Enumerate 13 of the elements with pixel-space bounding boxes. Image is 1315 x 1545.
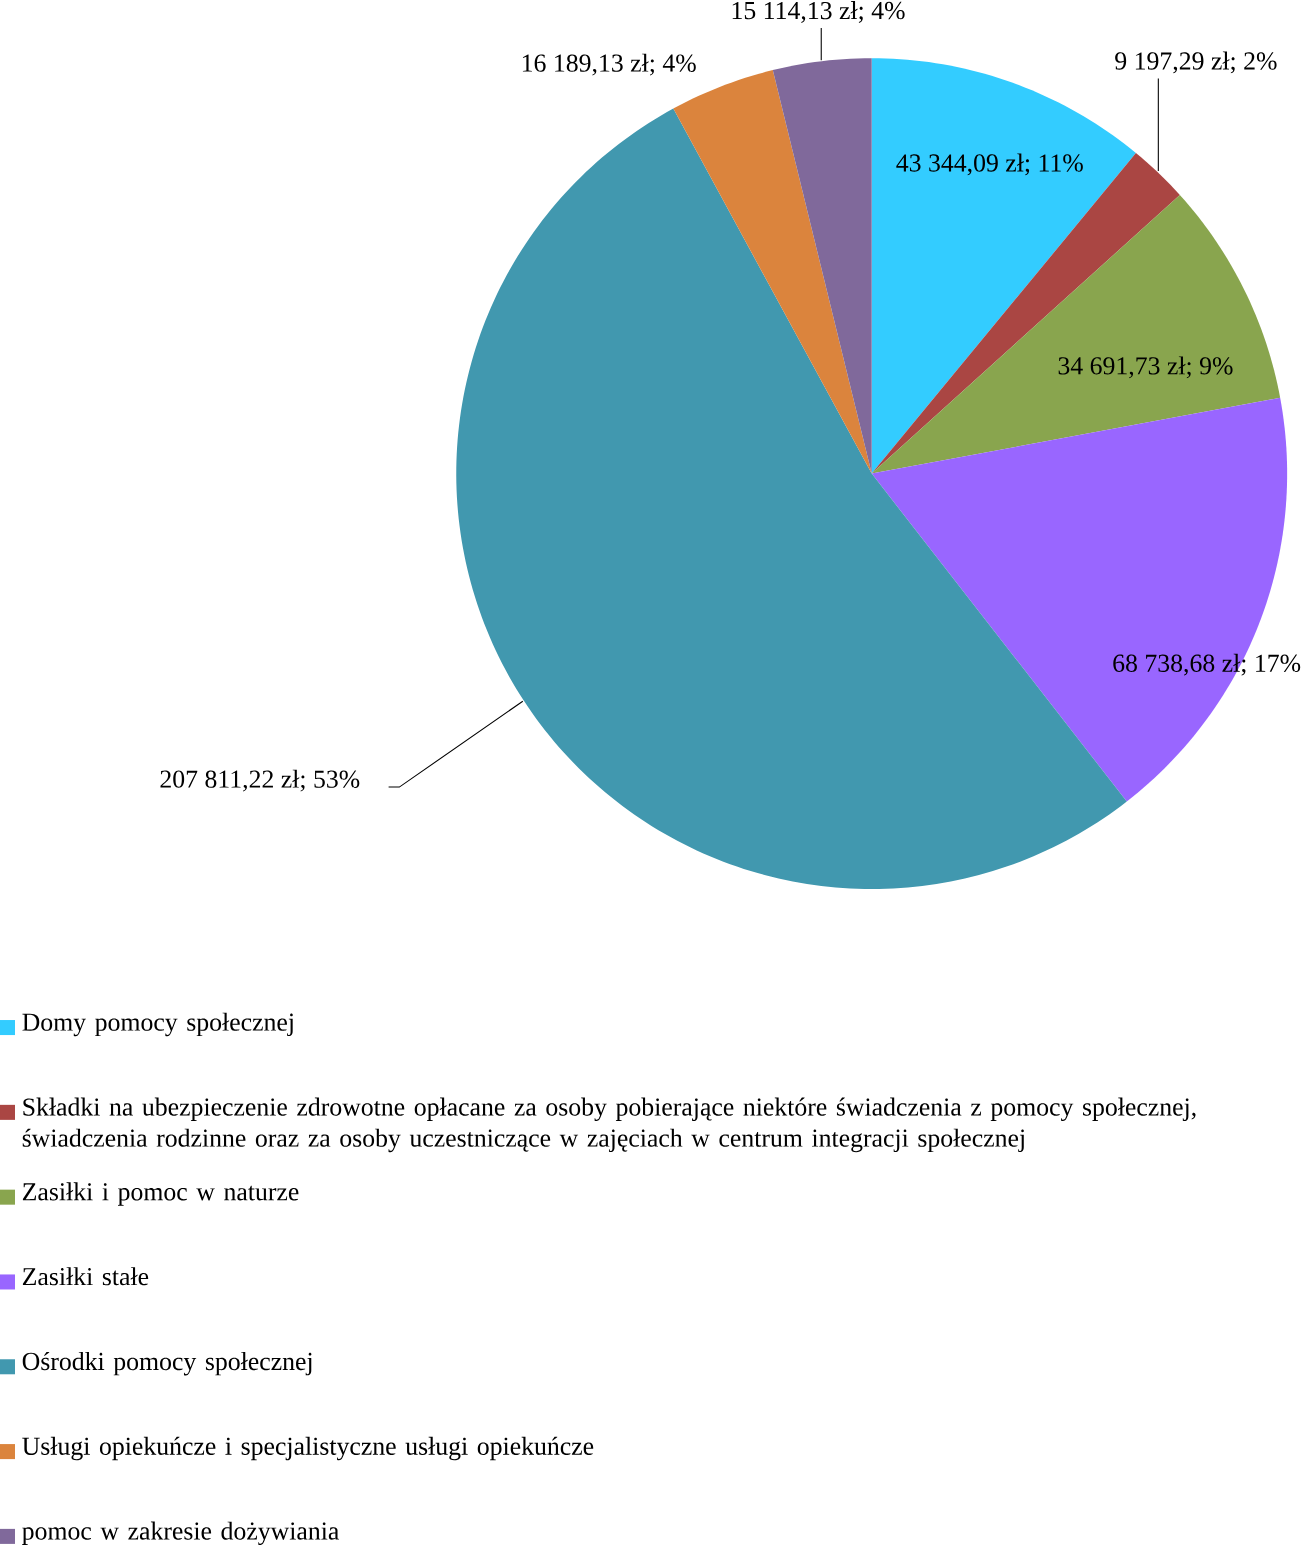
legend-label: Usługi opiekuńcze i specjalistyczne usługi opiekuńcze (22, 1436, 594, 1461)
data-label: 207 811,22 zł; 53% (160, 769, 360, 792)
legend-label: pomoc w zakresie dożywiania (21, 1521, 339, 1545)
legend-label: Zasiłki i pomoc w naturze (22, 1182, 299, 1206)
data-label: 15 114,13 zł; 4% (732, 1, 905, 23)
data-label: 43 344,09 zł; 11% (896, 153, 1083, 176)
legend-label: Składki na ubezpieczenie zdrowotne opłacane za osoby pobierające niektóre świadczenia z pomocy społecznej, świadczenia rodzinne oraz za osoby uczestniczące w zajęciach w centrum integracji społecznej (22, 1097, 1196, 1153)
legend-label: Domy pomocy społecznej (22, 1012, 293, 1037)
data-label: 34 691,73 zł; 9% (1058, 356, 1233, 379)
data-label: 16 189,13 zł; 4% (522, 53, 696, 76)
legend-label: Ośrodki pomocy społecznej (22, 1351, 312, 1376)
data-label: 9 197,29 zł; 2% (1115, 51, 1277, 74)
legend-label: Zasiłki stałe (22, 1267, 149, 1286)
